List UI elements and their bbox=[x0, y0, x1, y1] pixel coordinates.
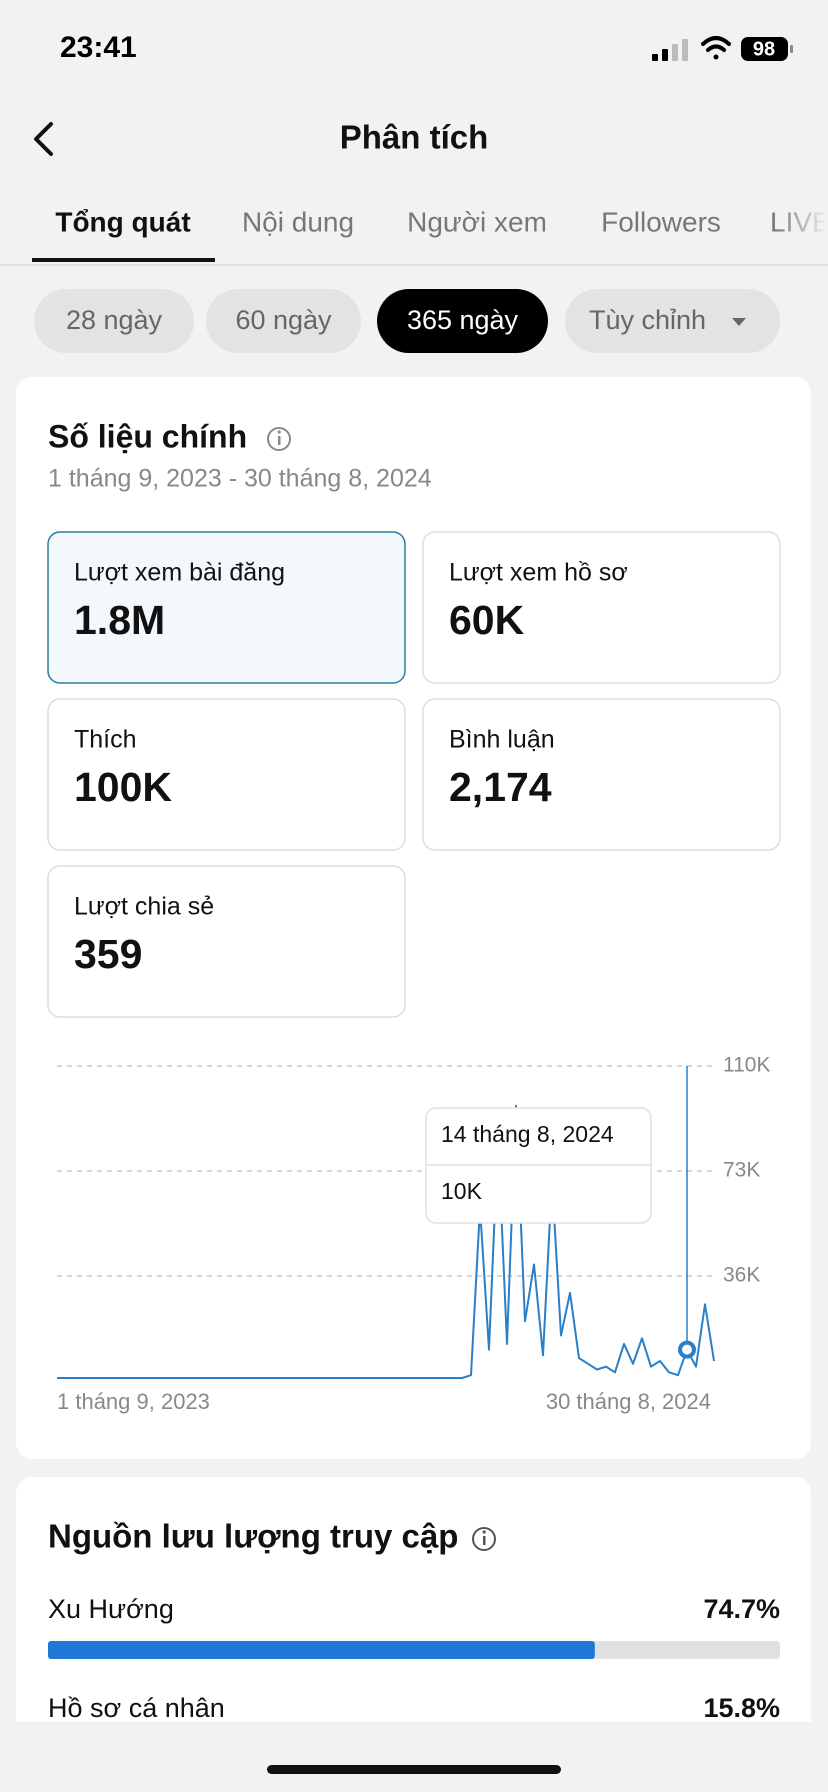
metric-label: Bình luận bbox=[449, 726, 555, 754]
range-chip-label: 28 ngày bbox=[66, 305, 163, 335]
y-tick-label: 36K bbox=[723, 1263, 760, 1286]
metric-value: 1.8M bbox=[74, 597, 165, 643]
tooltip-value: 10K bbox=[441, 1178, 483, 1204]
metric-label: Lượt chia sẻ bbox=[74, 893, 214, 921]
back-button[interactable] bbox=[34, 122, 53, 156]
range-chip[interactable] bbox=[34, 289, 194, 353]
battery-tip bbox=[790, 45, 793, 53]
home-indicator bbox=[267, 1765, 561, 1774]
metric-box[interactable] bbox=[422, 531, 781, 684]
metric-box[interactable] bbox=[422, 698, 781, 851]
tooltip-date: 14 tháng 8, 2024 bbox=[441, 1121, 614, 1147]
metric-value: 359 bbox=[74, 931, 142, 977]
traffic-card-clip: Nguồn lưu lượng truy cập Xu Hướng 74.7% Hồ… bbox=[16, 1477, 811, 1723]
range-chip-label: 365 ngày bbox=[407, 305, 519, 335]
x-axis-label: 1 tháng 9, 2023 bbox=[57, 1389, 210, 1414]
metric-box[interactable] bbox=[47, 698, 406, 851]
source-name: Hồ sơ cá nhân bbox=[48, 1693, 225, 1723]
signal-icon bbox=[652, 39, 688, 61]
metric-label: Lượt xem bài đăng bbox=[74, 559, 285, 587]
metric-label: Lượt xem hồ sơ bbox=[449, 559, 628, 587]
y-tick-label: 110K bbox=[723, 1054, 771, 1077]
metric-box[interactable] bbox=[47, 531, 406, 684]
tab[interactable]: Tổng quát bbox=[55, 206, 190, 237]
metric-label: Thích bbox=[74, 726, 137, 754]
tab-fade bbox=[775, 180, 828, 260]
range-chip[interactable] bbox=[206, 289, 361, 353]
traffic-list: Xu Hướng 74.7% Hồ sơ cá nhân 15.8% bbox=[48, 1594, 780, 1723]
metric-box[interactable] bbox=[47, 865, 406, 1018]
source-percent: 74.7% bbox=[703, 1594, 780, 1624]
wifi-icon bbox=[701, 36, 731, 60]
range-chips: 28 ngày 60 ngày 365 ngày Tùy chỉnh bbox=[34, 289, 780, 353]
status-time: 23:41 bbox=[60, 31, 137, 64]
info-icon[interactable] bbox=[472, 1527, 496, 1551]
metric-grid: Lượt xem bài đăng 1.8M Lượt xem hồ sơ 60K Th… bbox=[47, 531, 781, 1018]
tab[interactable]: Nội dung bbox=[242, 206, 354, 237]
traffic-card bbox=[16, 1477, 811, 1722]
metric-value: 100K bbox=[74, 764, 172, 810]
metric-value: 60K bbox=[449, 597, 525, 643]
range-chip-label: 60 ngày bbox=[235, 305, 332, 335]
source-name: Xu Hướng bbox=[48, 1594, 174, 1624]
dropdown-arrow bbox=[732, 318, 746, 326]
views-chart: 36K 73K 110K 1 tháng 9, 2023 30 tháng 8, 202… bbox=[57, 1054, 771, 1414]
header-title: Phân tích bbox=[340, 119, 489, 156]
tab[interactable]: Followers bbox=[601, 206, 721, 237]
range-chip[interactable] bbox=[565, 289, 780, 353]
metric-value: 2,174 bbox=[449, 764, 552, 810]
x-axis-label: 30 tháng 8, 2024 bbox=[546, 1389, 711, 1414]
range-chip[interactable] bbox=[377, 289, 548, 353]
range-chip-label: Tùy chỉnh bbox=[589, 305, 706, 335]
source-percent: 15.8% bbox=[703, 1693, 780, 1723]
info-icon[interactable] bbox=[267, 427, 291, 451]
tab[interactable]: Người xem bbox=[407, 206, 547, 237]
date-range: 1 tháng 9, 2023 - 30 tháng 8, 2024 bbox=[48, 465, 432, 493]
views-line bbox=[57, 1104, 715, 1379]
highlight-point bbox=[678, 1340, 696, 1359]
source-bar bbox=[48, 1641, 595, 1659]
y-tick-label: 73K bbox=[723, 1158, 760, 1181]
traffic-title: Nguồn lưu lượng truy cập bbox=[48, 1518, 458, 1555]
tab-indicator bbox=[32, 258, 215, 262]
metrics-title: Số liệu chính bbox=[48, 418, 247, 454]
battery-level: 98 bbox=[753, 38, 775, 60]
battery bbox=[741, 37, 788, 61]
